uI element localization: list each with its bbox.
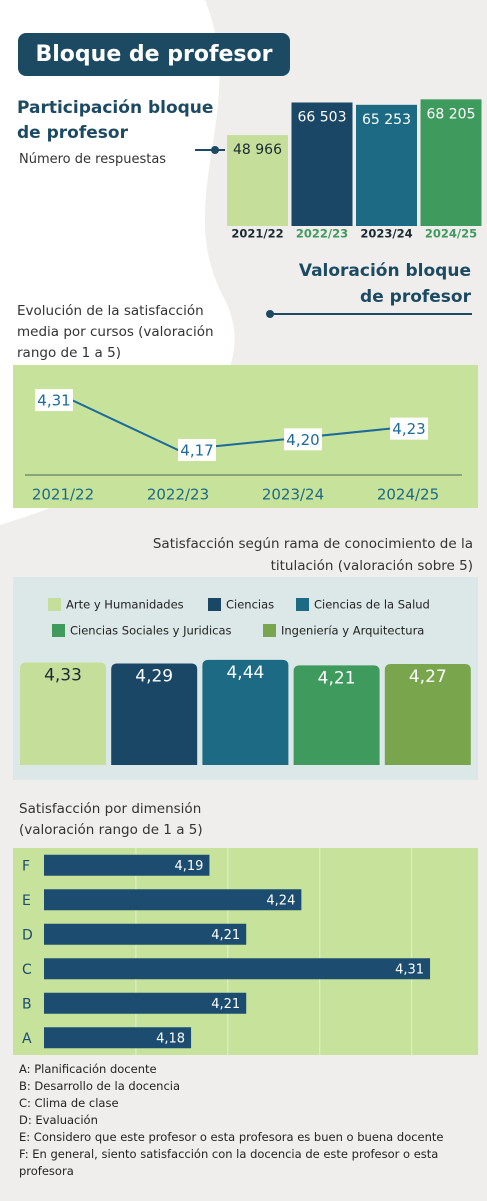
value-label-box [35, 389, 73, 412]
line [71, 399, 391, 452]
value-label: 4,31 [395, 962, 424, 977]
y-tick-label: E [22, 893, 31, 909]
bar [356, 104, 417, 226]
legend-swatch [52, 624, 65, 637]
value-label: 4,21 [211, 928, 240, 943]
x-tick-label: 2023/24 [262, 486, 324, 504]
bar [202, 659, 289, 765]
x-tick-label: 2022/23 [296, 227, 348, 241]
value-label: 4,17 [180, 442, 213, 460]
value-label: 4,33 [44, 666, 82, 686]
bar [420, 99, 482, 226]
value-label-box [284, 428, 322, 451]
legend-swatch [208, 598, 221, 611]
value-label: 4,20 [286, 431, 319, 449]
y-tick-label: D [22, 927, 33, 943]
value-label: 4,21 [211, 997, 240, 1012]
bar [44, 958, 431, 980]
value-label: 4,27 [409, 667, 447, 687]
value-label: 4,19 [174, 859, 203, 874]
value-label: 4,21 [318, 668, 356, 688]
connector-dot [266, 310, 274, 318]
x-tick-label: 2024/25 [377, 486, 439, 504]
y-tick-label: F [22, 858, 30, 874]
chart-title: Satisfacción por dimensión (valoración r… [19, 801, 203, 838]
section-title: Valoración bloque de profesor [298, 261, 471, 307]
value-label-box [178, 439, 216, 462]
plot-background [13, 848, 478, 1055]
bar [44, 854, 210, 876]
value-label: 4,31 [37, 392, 70, 410]
bar [384, 663, 471, 765]
chart-title: Satisfacción según rama de conocimiento … [152, 536, 473, 574]
y-tick-label: B [22, 996, 32, 1012]
legend-label: Ingeniería y Arquitectura [281, 624, 424, 638]
chart-title: Participación bloque de profesor [17, 98, 214, 143]
value-label: 4,44 [226, 663, 264, 683]
legend-swatch [48, 598, 61, 611]
note: C: Clima de clase [19, 1096, 119, 1110]
value-label: 68 205 [427, 106, 476, 122]
note: F: En general, siento satisfacción con l… [19, 1147, 439, 1178]
bar [44, 923, 247, 945]
value-label: 4,24 [266, 893, 295, 908]
bar [227, 135, 288, 226]
x-tick-label: 2021/22 [231, 227, 283, 241]
note: D: Evaluación [19, 1113, 98, 1127]
chart-subtitle: Número de respuestas [19, 152, 167, 167]
note: A: Planificación docente [19, 1062, 157, 1076]
value-label: 66 503 [298, 109, 347, 125]
bar [20, 662, 106, 765]
legend-swatch [263, 624, 276, 637]
value-label: 48 966 [233, 142, 282, 158]
legend-label: Ciencias de la Salud [314, 598, 430, 612]
x-tick-label: 2021/22 [32, 486, 94, 504]
y-tick-label: A [22, 1031, 32, 1047]
bar [44, 889, 302, 911]
y-tick-label: C [22, 962, 32, 978]
bar [111, 663, 198, 765]
value-label: 65 253 [362, 112, 411, 128]
legend-label: Ciencias [226, 598, 274, 612]
note: B: Desarrollo de la docencia [19, 1079, 181, 1093]
notes: A: Planificación docente B: Desarrollo de… [19, 1061, 469, 1180]
value-label: 4,29 [135, 666, 173, 686]
value-label-box [390, 417, 428, 440]
bar [293, 665, 380, 765]
note: E: Considero que este profesor o esta pr… [19, 1130, 444, 1144]
x-tick-label: 2023/24 [360, 227, 412, 241]
page-title: Bloque de profesor [18, 33, 290, 76]
value-label: 4,18 [156, 1031, 185, 1046]
value-label: 4,23 [392, 420, 425, 438]
bar [44, 992, 247, 1014]
connector-dot [211, 146, 219, 154]
legend-label: Arte y Humanidades [66, 598, 184, 612]
x-tick-label: 2024/25 [425, 227, 477, 241]
chart-title: Evolución de la satisfacción media por c… [17, 303, 214, 361]
x-tick-label: 2022/23 [147, 486, 209, 504]
legend-label: Ciencias Sociales y Juridicas [70, 624, 232, 638]
legend-swatch [296, 598, 309, 611]
bar [291, 102, 353, 226]
bar [44, 1027, 192, 1049]
